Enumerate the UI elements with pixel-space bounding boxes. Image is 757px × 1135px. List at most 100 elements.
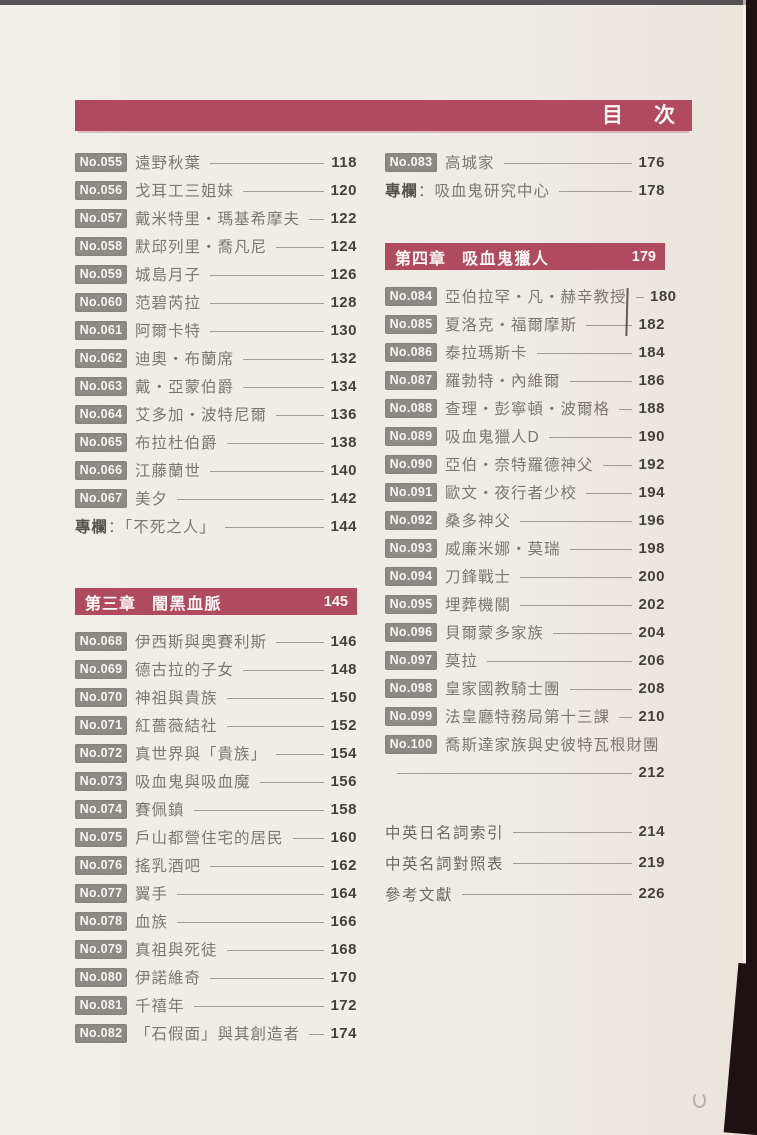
toc-entry: No.099 法皇廳特務局第十三課 210 bbox=[385, 702, 665, 730]
entry-page-number: 158 bbox=[330, 800, 357, 818]
entry-title: 戴米特里・瑪基希摩夫 bbox=[135, 211, 301, 228]
toc-entry: No.074 賽佩鎮 158 bbox=[75, 795, 357, 823]
entry-page-number: 126 bbox=[330, 265, 357, 283]
leader-line bbox=[193, 809, 324, 811]
toc-entry: No.086 泰拉瑪斯卡 184 bbox=[385, 338, 665, 366]
leader-line bbox=[520, 604, 632, 606]
entry-title: 查理・彭寧頓・波爾格 bbox=[445, 401, 611, 418]
leader-line bbox=[503, 162, 632, 164]
toc-entry: No.071 紅薔薇結社 152 bbox=[75, 711, 357, 739]
leader-line bbox=[553, 632, 632, 634]
leader-line bbox=[513, 832, 632, 833]
entry-number-badge: No.063 bbox=[75, 376, 127, 396]
entry-number-badge: No.059 bbox=[75, 264, 127, 284]
leader-line bbox=[462, 894, 632, 895]
entry-page-number: 174 bbox=[330, 1024, 357, 1042]
entry-page-number: 206 bbox=[638, 651, 665, 669]
entry-title: 布拉杜伯爵 bbox=[135, 435, 218, 452]
chapter-page-number: 179 bbox=[631, 248, 656, 265]
leader-line bbox=[177, 921, 324, 923]
entry-page-number: 188 bbox=[638, 399, 665, 417]
entry-title: 喬斯達家族與史彼特瓦根財團 bbox=[445, 737, 660, 754]
column-note-title: ：吸血鬼研究中心 bbox=[418, 183, 551, 200]
leader-line bbox=[586, 492, 632, 494]
leader-line bbox=[276, 641, 324, 643]
entry-title: 夏洛克・福爾摩斯 bbox=[445, 317, 578, 334]
toc-entry: No.056 戈耳工三姐妹 120 bbox=[75, 176, 357, 204]
entry-number-badge: No.082 bbox=[75, 1023, 127, 1043]
toc-entry: No.062 迪奧・布蘭席 132 bbox=[75, 344, 357, 372]
scan-edge-right bbox=[746, 0, 757, 1120]
chapter-label: 第三章 bbox=[85, 595, 137, 613]
toc-entry-no100: No.100 喬斯達家族與史彼特瓦根財團 bbox=[385, 730, 665, 758]
entry-page-number: 196 bbox=[638, 511, 665, 529]
leader-line bbox=[536, 352, 632, 354]
entry-page-number: 210 bbox=[638, 707, 665, 725]
toc-entry: No.057 戴米特里・瑪基希摩夫 122 bbox=[75, 204, 357, 232]
leader-line bbox=[602, 464, 632, 466]
entry-number-badge: No.088 bbox=[385, 398, 437, 418]
entry-number-badge: No.094 bbox=[385, 566, 437, 586]
entry-number-badge: No.058 bbox=[75, 236, 127, 256]
entry-number-badge: No.067 bbox=[75, 488, 127, 508]
entry-page-number: 146 bbox=[330, 632, 357, 650]
toc-entry: No.081 千禧年 172 bbox=[75, 991, 357, 1019]
toc-entry: No.058 默邱列里・喬凡尼 124 bbox=[75, 232, 357, 260]
toc-column-note-entry: 專欄 ：吸血鬼研究中心 178 bbox=[385, 176, 665, 204]
column-note-label: 專欄 bbox=[385, 183, 419, 200]
leader-line bbox=[210, 977, 324, 979]
entry-number-badge: No.055 bbox=[75, 152, 127, 172]
entry-title: 中英日名詞索引 bbox=[385, 824, 505, 842]
entry-page-number: 130 bbox=[330, 321, 357, 339]
leader-line bbox=[276, 414, 324, 416]
entry-page-number: 168 bbox=[330, 940, 357, 958]
entry-title: 莫拉 bbox=[445, 653, 479, 670]
entry-title: 城島月子 bbox=[135, 267, 202, 284]
entry-title: 亞伯・奈特羅德神父 bbox=[445, 457, 594, 474]
entry-page-number: 150 bbox=[330, 688, 357, 706]
entry-number-badge: No.071 bbox=[75, 715, 127, 735]
entry-title: 刀鋒戰士 bbox=[445, 569, 512, 586]
entry-title: 紅薔薇結社 bbox=[135, 718, 218, 735]
leader-line bbox=[548, 436, 632, 438]
entry-title: 默邱列里・喬凡尼 bbox=[135, 239, 268, 256]
entry-title: 真世界與「貴族」 bbox=[135, 746, 268, 763]
entry-number-badge: No.069 bbox=[75, 659, 127, 679]
entry-page-number: 208 bbox=[638, 679, 665, 697]
leader-line bbox=[210, 330, 324, 332]
leader-line bbox=[292, 837, 324, 839]
leader-line bbox=[210, 162, 324, 164]
leader-line bbox=[226, 949, 324, 951]
toc-entry: No.060 范碧芮拉 128 bbox=[75, 288, 357, 316]
entry-title: 高城家 bbox=[445, 155, 495, 172]
entry-page-number: 204 bbox=[638, 623, 665, 641]
entry-number-badge: No.086 bbox=[385, 342, 437, 362]
entry-number-badge: No.090 bbox=[385, 454, 437, 474]
leader-line bbox=[569, 548, 632, 550]
entry-title: 皇家國教騎士團 bbox=[445, 681, 561, 698]
entry-page-number: 184 bbox=[638, 343, 665, 361]
toc-entry: No.059 城島月子 126 bbox=[75, 260, 357, 288]
toc-entry: No.061 阿爾卡特 130 bbox=[75, 316, 357, 344]
entry-title: 吸血鬼與吸血魔 bbox=[135, 774, 251, 791]
leader-line bbox=[276, 753, 324, 755]
entry-title: 泰拉瑪斯卡 bbox=[445, 345, 528, 362]
entry-page-number: 128 bbox=[330, 293, 357, 311]
entry-title: 吸血鬼獵人D bbox=[445, 429, 540, 446]
entry-number-badge: No.061 bbox=[75, 320, 127, 340]
scan-smudge-artifact bbox=[693, 1092, 706, 1108]
entry-page-number: 190 bbox=[638, 427, 665, 445]
toc-entry: No.073 吸血鬼與吸血魔 156 bbox=[75, 767, 357, 795]
toc-entry: No.082 「石假面」與其創造者 174 bbox=[75, 1019, 357, 1047]
entry-number-badge: No.060 bbox=[75, 292, 127, 312]
entry-title: 真祖與死徒 bbox=[135, 942, 218, 959]
entry-title: 中英名詞對照表 bbox=[385, 855, 505, 873]
toc-column-note-entry: 專欄 ：「不死之人」 144 bbox=[75, 512, 357, 540]
leader-line bbox=[226, 697, 324, 699]
toc-entry: No.064 艾多加・波特尼爾 136 bbox=[75, 400, 357, 428]
leader-line bbox=[243, 386, 324, 388]
entry-page-number: 138 bbox=[330, 433, 357, 451]
leader-line bbox=[243, 358, 324, 360]
entry-title: 羅勃特・內維爾 bbox=[445, 373, 561, 390]
toc-entry: No.098 皇家國教騎士團 208 bbox=[385, 674, 665, 702]
